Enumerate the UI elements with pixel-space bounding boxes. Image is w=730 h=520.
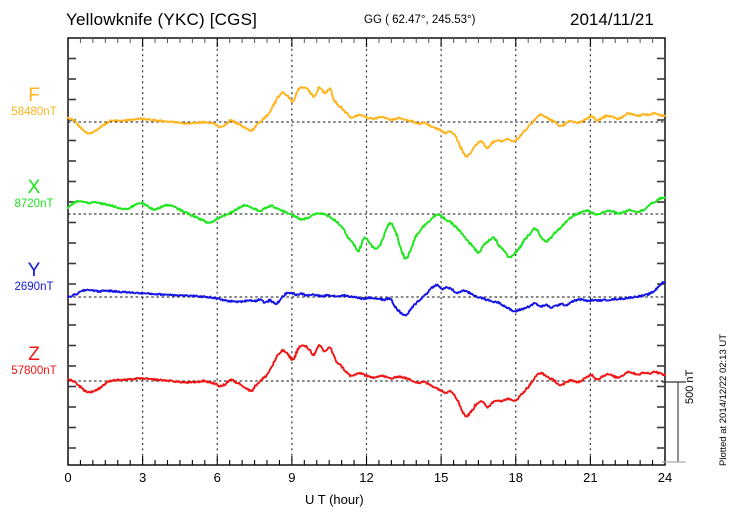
x-tick-label: 0	[64, 470, 72, 485]
geographic-coordinates: GG ( 62.47°, 245.53°)	[364, 14, 476, 26]
component-symbol-X: X	[27, 177, 41, 198]
component-label-X: X 8720nT	[2, 178, 66, 211]
x-tick-label: 3	[139, 470, 147, 485]
component-symbol-F: F	[28, 85, 40, 106]
station-title: Yellowknife (YKC) [CGS]	[66, 10, 258, 29]
x-tick-label: 24	[657, 470, 673, 485]
plotted-timestamp: Plotted at 2014/12/22 02:13 UT	[718, 333, 729, 466]
x-axis-title: U T (hour)	[305, 492, 364, 507]
component-label-Y: Y 2690nT	[2, 261, 66, 294]
component-baseline-value-X: 8720nT	[14, 198, 54, 210]
component-symbol-Y: Y	[27, 260, 41, 281]
trace-Z	[67, 344, 666, 418]
x-tick-label: 12	[359, 470, 374, 485]
x-tick-label: 9	[288, 470, 296, 485]
component-baseline-value-Y: 2690nT	[14, 281, 54, 293]
component-baseline-value-Z: 57800nT	[11, 365, 57, 377]
component-label-F: F 58480nT	[2, 86, 66, 119]
trace-Y	[67, 280, 666, 317]
component-baseline-value-F: 58480nT	[11, 106, 57, 118]
observation-date: 2014/11/21	[570, 10, 654, 29]
scale-bar-label: 500 nT	[684, 369, 696, 404]
component-label-Z: Z 57800nT	[2, 345, 66, 378]
x-tick-label: 6	[213, 470, 221, 485]
trace-X	[67, 196, 666, 260]
x-tick-label: 18	[508, 470, 523, 485]
x-tick-label: 15	[433, 470, 449, 485]
x-tick-label: 21	[583, 470, 598, 485]
trace-F	[67, 86, 666, 158]
component-symbol-Z: Z	[28, 344, 40, 365]
